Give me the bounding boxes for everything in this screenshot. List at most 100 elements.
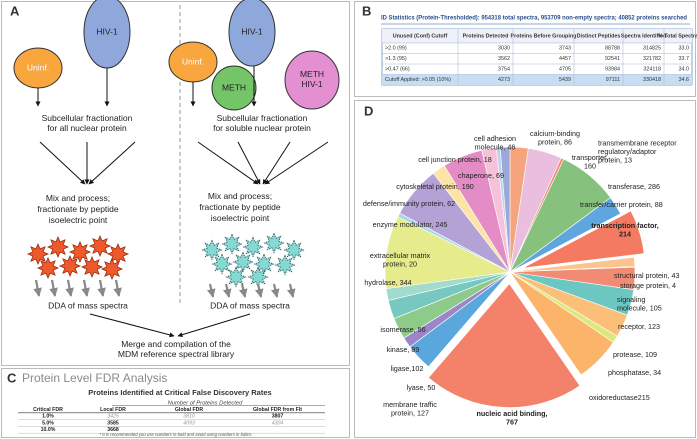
table-header: Global FDR from Flt bbox=[253, 407, 302, 413]
text-line: transmembrane receptor bbox=[598, 138, 677, 147]
text-line: membrane traffic bbox=[383, 400, 437, 409]
pie bbox=[384, 146, 646, 409]
table-cell: 3668 bbox=[107, 427, 119, 433]
arrow bbox=[39, 141, 86, 185]
table-header: Global FDR bbox=[175, 407, 203, 413]
peptide-star bbox=[221, 233, 243, 255]
table-header: Critical FDR bbox=[33, 407, 63, 413]
gray-arrow bbox=[33, 279, 42, 297]
peptide-star bbox=[242, 236, 264, 258]
text-line: nucleic acid binding, bbox=[476, 409, 547, 418]
text-line: transcription factor, bbox=[591, 221, 659, 230]
panel-a-frame bbox=[1, 1, 350, 366]
step-text: DDA of mass spectra bbox=[210, 300, 290, 310]
peptide-star bbox=[26, 242, 50, 266]
text-line: regulatory/adaptor bbox=[598, 147, 657, 156]
text-line: fractionate by peptide bbox=[199, 202, 281, 212]
node-label: Uninf. bbox=[182, 56, 204, 66]
text-line: molecule, 105 bbox=[617, 303, 662, 312]
pie-label: transcription factor, 214 bbox=[591, 221, 659, 239]
table-cell: 97111 bbox=[606, 77, 620, 83]
table-cell: 4273 bbox=[498, 77, 510, 83]
table-cell: 33.0 bbox=[679, 46, 690, 52]
text-line: for soluble nuclear protein bbox=[213, 123, 311, 133]
gray-arrow bbox=[254, 283, 264, 298]
panel-c-frame bbox=[1, 368, 350, 438]
text-line: protein, 20 bbox=[383, 259, 417, 268]
text-line: Mix and process; bbox=[208, 191, 272, 201]
gray-arrow bbox=[81, 279, 90, 297]
sample-node bbox=[284, 50, 340, 110]
text-line: Subcellular fractionation bbox=[42, 113, 133, 123]
pie-label: kinase, 89 bbox=[387, 345, 420, 354]
text-line: cell adhesion bbox=[474, 134, 516, 143]
pie-slice bbox=[509, 271, 614, 376]
stats-table: >2.0 (99) 3030 3743 88788 314825 33.0 >1.3 (95… bbox=[381, 28, 697, 86]
text-line: protein, 13 bbox=[598, 155, 632, 164]
arrow bbox=[177, 313, 251, 338]
peptide-star bbox=[80, 255, 104, 279]
group-header: Number of Proteins Detected bbox=[168, 401, 244, 407]
table-header: Proteins Detected bbox=[463, 33, 509, 39]
step-text: Mix and process; fractionate by peptide is… bbox=[199, 191, 281, 223]
arrow bbox=[197, 141, 259, 185]
table-header: Unused (Conf) Cutoff bbox=[393, 33, 448, 39]
table-cell: 10.0% bbox=[41, 427, 56, 433]
table-cell: 34.0 bbox=[679, 67, 690, 73]
gray-arrow bbox=[270, 283, 280, 298]
panel-label: D bbox=[364, 103, 373, 118]
table-cell: 4093 bbox=[183, 420, 195, 426]
arrow bbox=[88, 141, 136, 185]
table-header: Distinct Peptides bbox=[577, 33, 621, 39]
pie-label: chaperone, 69 bbox=[458, 171, 504, 180]
peptide-star bbox=[36, 256, 60, 280]
pie-label: signaling molecule, 105 bbox=[617, 295, 662, 313]
peptide-star bbox=[68, 240, 92, 264]
pie-label: defense/immunity protein, 62 bbox=[363, 199, 455, 208]
peptide-star bbox=[232, 251, 254, 273]
gray-arrow bbox=[65, 279, 74, 297]
pie-slice bbox=[520, 209, 646, 270]
peptide-star bbox=[274, 254, 296, 276]
panel-a: A Uninf. HIV-1 Subcellular fractionation… bbox=[10, 0, 340, 359]
text-line: signaling bbox=[617, 295, 645, 304]
pie-label: cell junction protein, 18 bbox=[418, 155, 492, 164]
peptide-star bbox=[58, 254, 82, 278]
peptide-star bbox=[253, 253, 275, 275]
gray-arrow bbox=[238, 283, 248, 298]
gray-arrow bbox=[286, 283, 296, 298]
pie-label: oxidoreductase215 bbox=[589, 393, 650, 402]
step-text: Mix and process; fractionate by peptide is… bbox=[37, 193, 119, 225]
node-label: METH bbox=[222, 82, 246, 92]
peptide-stars bbox=[201, 232, 305, 298]
table-cell: 4705 bbox=[559, 67, 571, 73]
text-line: isoelectric point bbox=[211, 213, 270, 223]
table-cell: 34.6 bbox=[679, 77, 690, 83]
pie-label: transporter, 160 bbox=[572, 153, 608, 171]
table-cell: 3807 bbox=[272, 414, 284, 420]
panel-d: D calcium-binding protein, 86transporter,… bbox=[363, 103, 680, 426]
panel-b-frame bbox=[354, 1, 696, 97]
pie-label: transmembrane receptor regulatory/adaptor… bbox=[598, 138, 677, 164]
table-cell: 5.0% bbox=[42, 420, 54, 426]
peptide-star bbox=[88, 234, 112, 258]
text-line: 160 bbox=[584, 161, 596, 170]
arrow bbox=[89, 313, 175, 338]
table-cell: 3743 bbox=[559, 46, 571, 52]
table-cell: 3562 bbox=[498, 56, 510, 62]
node-label: Uninf. bbox=[27, 62, 49, 72]
text-line: for all nuclear protein bbox=[47, 123, 127, 133]
table-title: Proteins Identified at Critical False Di… bbox=[88, 388, 271, 397]
text-line: METH bbox=[300, 69, 324, 79]
text-line: protein, 127 bbox=[391, 408, 429, 417]
table-cell: >0.47 (66) bbox=[385, 67, 410, 73]
step-text: Subcellular fractionation for soluble nuc… bbox=[213, 113, 311, 133]
table-cell: 3030 bbox=[498, 46, 510, 52]
pie-label: enzyme modulator, 245 bbox=[373, 220, 448, 229]
node-label: HIV-1 bbox=[241, 26, 263, 36]
gray-arrow bbox=[222, 283, 232, 298]
table-cell: 93984 bbox=[605, 67, 620, 73]
pie-slice bbox=[509, 197, 621, 273]
table-cell: 5439 bbox=[559, 77, 571, 83]
